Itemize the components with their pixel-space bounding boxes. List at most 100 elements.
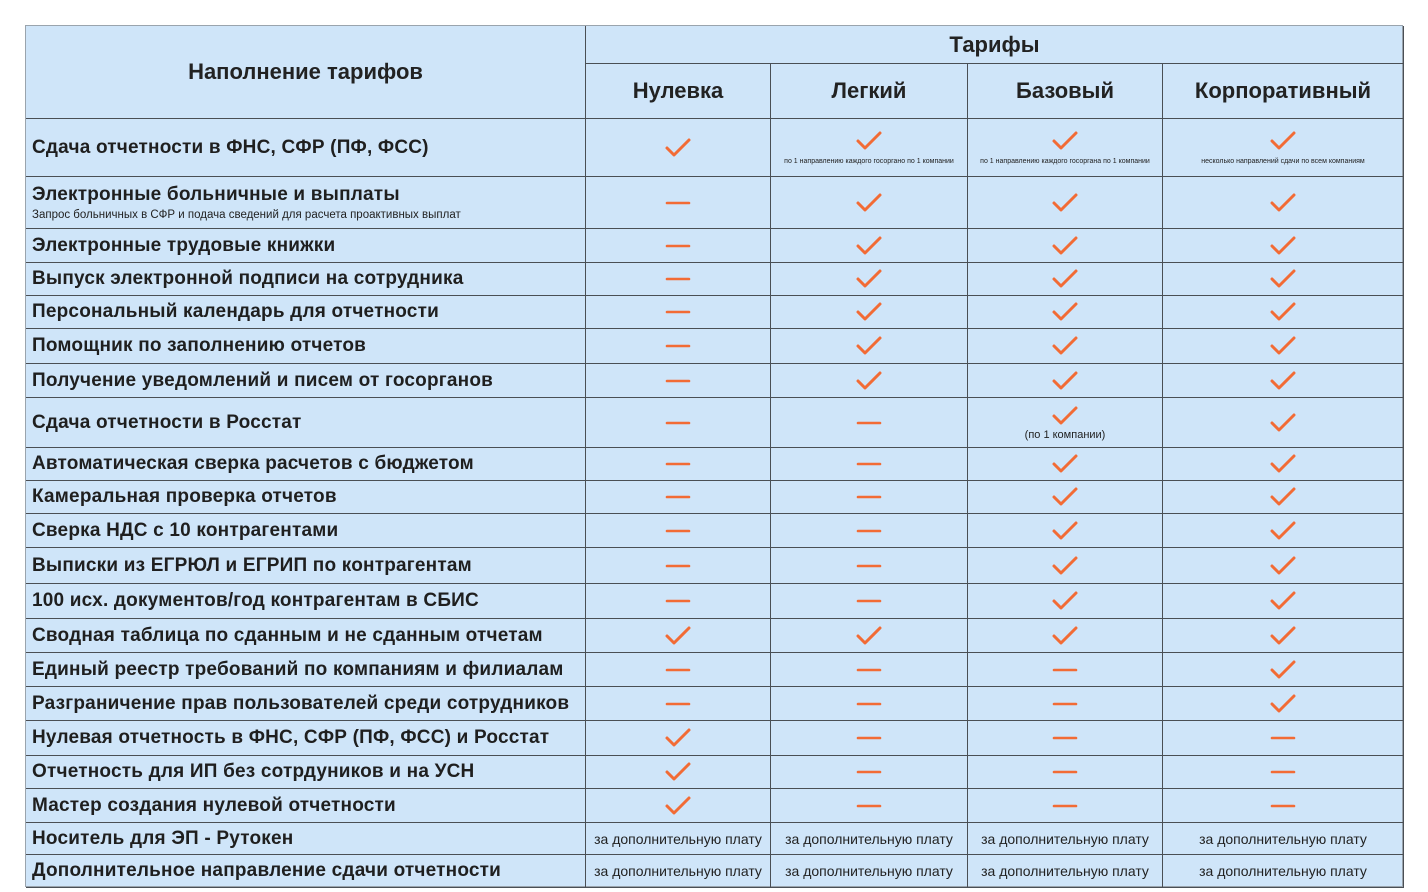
value-cell: несколько направлений сдачи по всем комп… — [1163, 119, 1404, 177]
feature-cell: 100 исх. документов/год контрагентам в С… — [26, 584, 586, 619]
feature-cell: Сдача отчетности в Росстат — [26, 398, 586, 448]
feature-cell: Помощник по заполнению отчетов — [26, 329, 586, 364]
check-icon — [1270, 269, 1296, 288]
value-cell — [1163, 329, 1404, 364]
price-text: за дополнительную плату — [1199, 830, 1367, 847]
value-cell — [586, 548, 771, 584]
feature-label: Выписки из ЕГРЮЛ и ЕГРИП по контрагентам — [32, 554, 472, 576]
value-cell — [968, 756, 1163, 789]
value-cell — [968, 548, 1163, 584]
feature-cell: Отчетность для ИП без сотрдуников и на У… — [26, 756, 586, 789]
dash-icon — [1052, 804, 1078, 807]
value-cell — [1163, 653, 1404, 687]
feature-cell: Камеральная проверка отчетов — [26, 481, 586, 514]
value-cell: за дополнительную плату — [968, 855, 1163, 888]
check-icon — [665, 728, 691, 747]
check-icon — [856, 193, 882, 211]
value-cell — [586, 119, 771, 177]
dash-icon — [856, 702, 882, 705]
value-cell — [1163, 721, 1404, 756]
check-icon — [856, 236, 882, 254]
price-text: за дополнительную плату — [785, 830, 953, 847]
feature-cell: Сверка НДС с 10 контрагентами — [26, 514, 586, 548]
price-text: за дополнительную плату — [594, 863, 762, 879]
check-icon — [665, 138, 691, 156]
check-icon — [856, 336, 882, 355]
value-cell — [1163, 398, 1404, 448]
cell-note: (по 1 компании) — [1024, 428, 1106, 441]
tariff-header-cell: Легкий — [771, 64, 968, 119]
value-cell: за дополнительную плату — [968, 823, 1163, 855]
feature-label: Дополнительное направление сдачи отчетно… — [32, 860, 502, 881]
feature-cell: Дополнительное направление сдачи отчетно… — [26, 855, 586, 888]
dash-icon — [856, 599, 882, 603]
feature-cell: Персональный календарь для отчетности — [26, 296, 586, 329]
dash-icon — [856, 736, 882, 740]
row-header: Наполнение тарифов — [188, 59, 423, 84]
dash-icon — [665, 668, 691, 671]
value-cell — [1163, 584, 1404, 619]
dash-icon — [665, 244, 691, 247]
value-cell — [771, 296, 968, 329]
tariff-name: Базовый — [1016, 78, 1114, 103]
value-cell — [771, 619, 968, 653]
value-cell: за дополнительную плату — [586, 823, 771, 855]
value-cell — [1163, 177, 1404, 229]
value-cell — [586, 398, 771, 448]
feature-label: Электронные трудовые книжки — [32, 234, 336, 256]
check-icon — [1270, 591, 1296, 610]
value-cell — [586, 329, 771, 364]
check-icon — [1052, 556, 1078, 574]
value-cell — [1163, 296, 1404, 329]
dash-icon — [856, 529, 882, 532]
check-icon — [856, 302, 882, 321]
feature-cell: Автоматическая сверка расчетов с бюджето… — [26, 448, 586, 481]
check-icon — [1270, 371, 1296, 389]
check-icon — [1270, 336, 1296, 355]
check-icon — [665, 762, 691, 781]
dash-icon — [1052, 770, 1078, 774]
value-cell — [771, 329, 968, 364]
value-cell — [771, 229, 968, 263]
dash-icon — [856, 770, 882, 774]
value-cell — [771, 584, 968, 619]
feature-label: Выпуск электронной подписи на сотрудника — [32, 268, 464, 289]
feature-label: Сдача отчетности в ФНС, СФР (ПФ, ФСС) — [32, 136, 429, 158]
dash-icon — [856, 495, 882, 499]
value-cell — [968, 789, 1163, 823]
dash-icon — [665, 421, 691, 424]
feature-cell: Мастер создания нулевой отчетности — [26, 789, 586, 823]
check-icon — [1270, 660, 1296, 678]
feature-label: Сверка НДС с 10 контрагентами — [32, 519, 339, 541]
tariff-table: Наполнение тарифов Тарифы Нулевка Легкий Баз… — [25, 25, 1404, 888]
check-icon — [1270, 626, 1296, 644]
value-cell — [1163, 548, 1404, 584]
value-cell — [968, 721, 1163, 756]
dash-icon — [665, 529, 691, 532]
row-header-cell: Наполнение тарифов — [26, 26, 586, 119]
value-cell — [1163, 448, 1404, 481]
value-cell — [771, 756, 968, 789]
check-icon — [1270, 302, 1296, 321]
check-icon — [1052, 371, 1078, 389]
price-text: за дополнительную плату — [981, 863, 1149, 879]
value-cell — [968, 448, 1163, 481]
value-cell — [968, 653, 1163, 687]
check-icon — [1270, 236, 1296, 254]
value-cell — [771, 653, 968, 687]
check-icon — [1270, 131, 1296, 150]
value-cell — [968, 514, 1163, 548]
feature-label: Электронные больничные и выплаты — [32, 184, 400, 205]
value-cell — [1163, 364, 1404, 398]
value-cell — [586, 296, 771, 329]
check-icon — [856, 371, 882, 389]
check-icon — [856, 269, 882, 288]
value-cell — [968, 329, 1163, 364]
check-icon — [1270, 521, 1296, 539]
feature-label: Сводная таблица по сданным и не сданным … — [32, 624, 543, 646]
check-icon — [1052, 302, 1078, 321]
feature-cell: Единый реестр требований по компаниям и … — [26, 653, 586, 687]
value-cell — [968, 229, 1163, 263]
feature-cell: Сдача отчетности в ФНС, СФР (ПФ, ФСС) — [26, 119, 586, 177]
value-cell — [586, 721, 771, 756]
